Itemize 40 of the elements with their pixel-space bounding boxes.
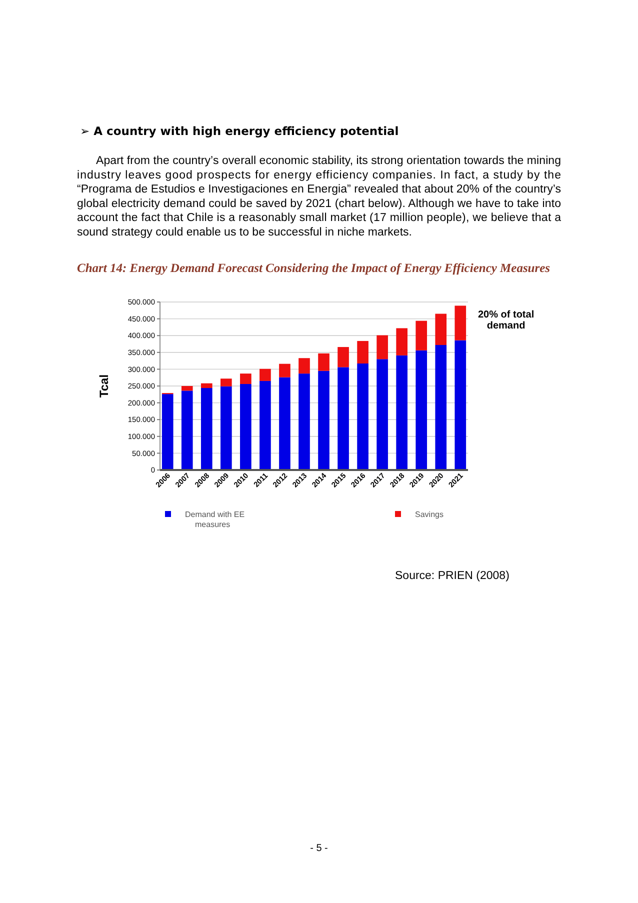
bar [338,347,349,368]
legend-label: Demand with EE measures [185,510,245,529]
bar [416,350,428,470]
bar [318,370,330,470]
bar [357,340,368,364]
bar [454,306,466,340]
chart-title: Chart 14: Energy Demand Forecast Considering the Impact of Energy Efficiency Measures [77,261,550,275]
text: Apart from the country’s overall economic stability, its strong orientation towards the mining industry leaves good prospects for energy efficiency companies. In fact, a study by the “Programa de Estudios e Investigaciones en Energia” revealed that about 20% of the country’s global electricity demand could be saved by 2021 (chart below). Although we have to take into account the fact that Chile is a reasonably small market (17 million people), we believe that a sound strategy could enable us to be successful in niche markets. [77,155,562,238]
bar [338,367,349,470]
bar [298,374,310,470]
bar [200,388,212,470]
bar [396,355,408,470]
bar [220,386,232,470]
bar [240,384,252,470]
bar [376,335,388,360]
text: - 5 - [310,843,328,854]
bar [318,353,330,371]
text: ➢ A country with high energy efficiency potential [80,124,399,138]
bar [240,374,252,384]
bar [357,363,368,470]
bar [435,345,447,470]
bar [181,386,193,391]
annotation: 20% of total demand [478,310,534,332]
bar [181,390,193,470]
bar [260,368,271,381]
bar [279,364,290,378]
bar [279,377,290,470]
bar [220,378,232,386]
bar [416,320,428,350]
source-note: Source: PRIEN (2008) [395,570,510,582]
bar [454,340,466,470]
bar [298,358,310,374]
bar [376,359,388,470]
bar [200,383,212,388]
bar [435,314,447,346]
y-axis-title: Tcal [97,374,111,398]
legend-label: Savings [415,510,444,519]
bar [162,394,174,470]
bar [260,380,271,470]
bar [396,328,408,356]
